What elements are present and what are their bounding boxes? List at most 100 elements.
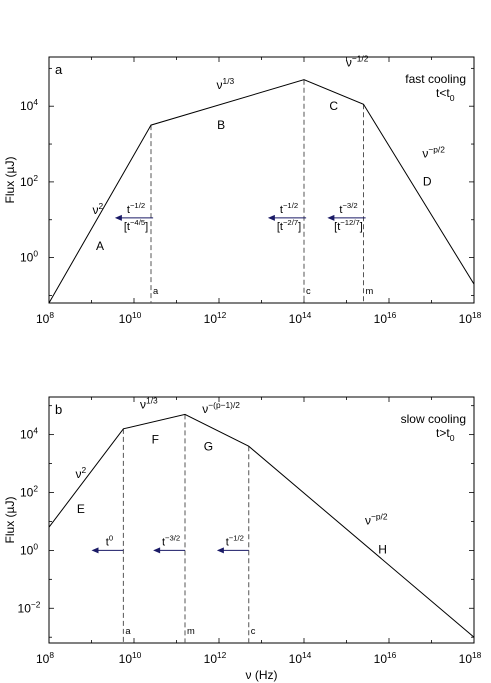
- evolution-rate-label: t−1/2: [127, 201, 145, 216]
- evolution-rate-label-base: t: [339, 204, 342, 216]
- segment-slope-label-base: ν: [346, 55, 352, 69]
- x-tick-label-base: 10: [289, 312, 303, 326]
- evolution-rate-alt-label-base: [t: [277, 221, 283, 233]
- x-tick-label-exp: 8: [49, 310, 54, 320]
- y-tick-label-base: 10: [20, 486, 34, 500]
- y-tick-label: 102: [20, 484, 38, 500]
- segment-slope-label: ν1/3: [217, 76, 235, 92]
- panel-b-slow-cooling: 108 1010 1012 1014 1016 101810−2100102104Flux…: [3, 396, 482, 682]
- x-tick-label: 108: [36, 310, 54, 326]
- region-label: G: [204, 440, 213, 454]
- x-tick-label-base: 10: [119, 312, 133, 326]
- segment-slope-label: ν−p/2: [365, 511, 388, 527]
- segment-slope-label-exp: 2: [82, 465, 87, 475]
- evolution-rate-alt-label: [t−4/5]: [124, 218, 148, 233]
- x-tick-label-base: 10: [459, 652, 473, 666]
- evolution-arrowhead: [153, 547, 161, 554]
- x-tick-label: 1010: [119, 650, 142, 666]
- y-tick-label-exp: 0: [33, 541, 38, 551]
- break-frequency-label-sub: c: [306, 286, 311, 296]
- break-frequency-label: a: [153, 286, 159, 296]
- x-tick-label: 1012: [204, 310, 227, 326]
- x-tick-label-base: 10: [374, 652, 388, 666]
- panel-label: b: [55, 402, 62, 417]
- x-tick-label-exp: 16: [387, 310, 397, 320]
- segment-slope-label-base: ν: [202, 402, 208, 416]
- evolution-rate-alt-label-close: ]: [298, 221, 301, 233]
- x-tick-label-base: 10: [374, 312, 388, 326]
- x-tick-label-exp: 12: [217, 310, 227, 320]
- segment-slope-label: ν2: [76, 465, 87, 481]
- evolution-rate-label-base: t: [106, 536, 109, 548]
- x-tick-label: 1018: [459, 310, 482, 326]
- break-frequency-label: m: [366, 286, 374, 296]
- evolution-rate-alt-label-exp: −4/5: [130, 218, 145, 227]
- x-tick-label-exp: 18: [472, 310, 482, 320]
- break-frequency-label-sub: m: [366, 286, 374, 296]
- x-tick-label-exp: 10: [132, 310, 142, 320]
- y-tick-label: 104: [20, 97, 38, 113]
- segment-slope-label-base: ν: [217, 78, 223, 92]
- segment-slope-label: ν1/3: [140, 396, 158, 412]
- regime-condition: t>t0: [436, 426, 455, 443]
- x-tick-label: 1016: [374, 650, 397, 666]
- segment-slope-label-base: ν: [140, 398, 146, 412]
- region-label: F: [152, 432, 159, 446]
- segment-slope-label-exp: −(p−1)/2: [208, 400, 240, 410]
- evolution-rate-label: t−1/2: [280, 201, 298, 216]
- region-label: A: [96, 239, 104, 253]
- x-tick-label-exp: 14: [302, 310, 312, 320]
- y-tick-label: 10−2: [18, 599, 41, 615]
- segment-slope-label: ν−p/2: [422, 144, 445, 160]
- x-tick-label-base: 10: [36, 312, 50, 326]
- evolution-rate-label-base: t: [280, 204, 283, 216]
- segment-slope-label-exp: −p/2: [371, 511, 388, 521]
- segment-slope-label-exp: −1/2: [352, 53, 369, 63]
- evolution-rate-label-base: t: [226, 536, 229, 548]
- y-tick-label: 100: [20, 249, 38, 265]
- y-tick-label-exp: 4: [33, 97, 38, 107]
- evolution-rate-alt-label-base: [t: [334, 221, 340, 233]
- segment-slope-label-base: ν: [93, 203, 99, 217]
- y-tick-label-exp: 4: [33, 426, 38, 436]
- break-frequency-label-sub: a: [125, 626, 131, 636]
- x-tick-label-base: 10: [204, 312, 218, 326]
- y-tick-label: 100: [20, 541, 38, 557]
- y-axis-label: Flux (µJ): [3, 497, 17, 544]
- spectrum-line: [48, 413, 475, 638]
- evolution-arrowhead: [216, 547, 224, 554]
- panel-label: a: [55, 62, 63, 77]
- region-label: E: [77, 502, 85, 516]
- evolution-rate-alt-label-close: ]: [145, 221, 148, 233]
- x-tick-label-base: 10: [36, 652, 50, 666]
- regime-note: slow cooling: [401, 412, 466, 426]
- y-tick-label-base: 10: [20, 543, 34, 557]
- segment-slope-label-base: ν: [422, 146, 428, 160]
- y-tick-label-base: 10: [20, 99, 34, 113]
- segment-slope-label-base: ν: [365, 513, 371, 527]
- x-tick-label-exp: 10: [132, 650, 142, 660]
- evolution-rate-alt-label-base: [t: [124, 221, 130, 233]
- evolution-rate-label-exp: −3/2: [342, 201, 357, 210]
- y-tick-label-exp: 2: [33, 484, 38, 494]
- x-tick-label-base: 10: [289, 652, 303, 666]
- segment-slope-label-exp: −p/2: [428, 144, 445, 154]
- evolution-rate-label: t−3/2: [339, 201, 357, 216]
- region-label: B: [217, 118, 225, 132]
- evolution-rate-label-base: t: [127, 204, 130, 216]
- evolution-rate-label-base: t: [162, 536, 165, 548]
- x-tick-label-exp: 16: [387, 650, 397, 660]
- evolution-rate-alt-label-exp: −12/7: [340, 218, 359, 227]
- x-tick-label-base: 10: [204, 652, 218, 666]
- regime-note: fast cooling: [405, 72, 466, 86]
- break-frequency-label-sub: c: [251, 626, 256, 636]
- x-tick-label-exp: 14: [302, 650, 312, 660]
- segment-slope-label-exp: 1/3: [146, 396, 158, 406]
- regime-condition-base: t>t: [436, 426, 450, 440]
- x-tick-label: 108: [36, 650, 54, 666]
- evolution-rate-label-exp: −3/2: [165, 533, 180, 542]
- y-tick-label: 104: [20, 426, 38, 442]
- region-label: C: [329, 99, 338, 113]
- evolution-arrowhead: [327, 214, 335, 221]
- segment-slope-label: ν−(p−1)/2: [202, 400, 240, 416]
